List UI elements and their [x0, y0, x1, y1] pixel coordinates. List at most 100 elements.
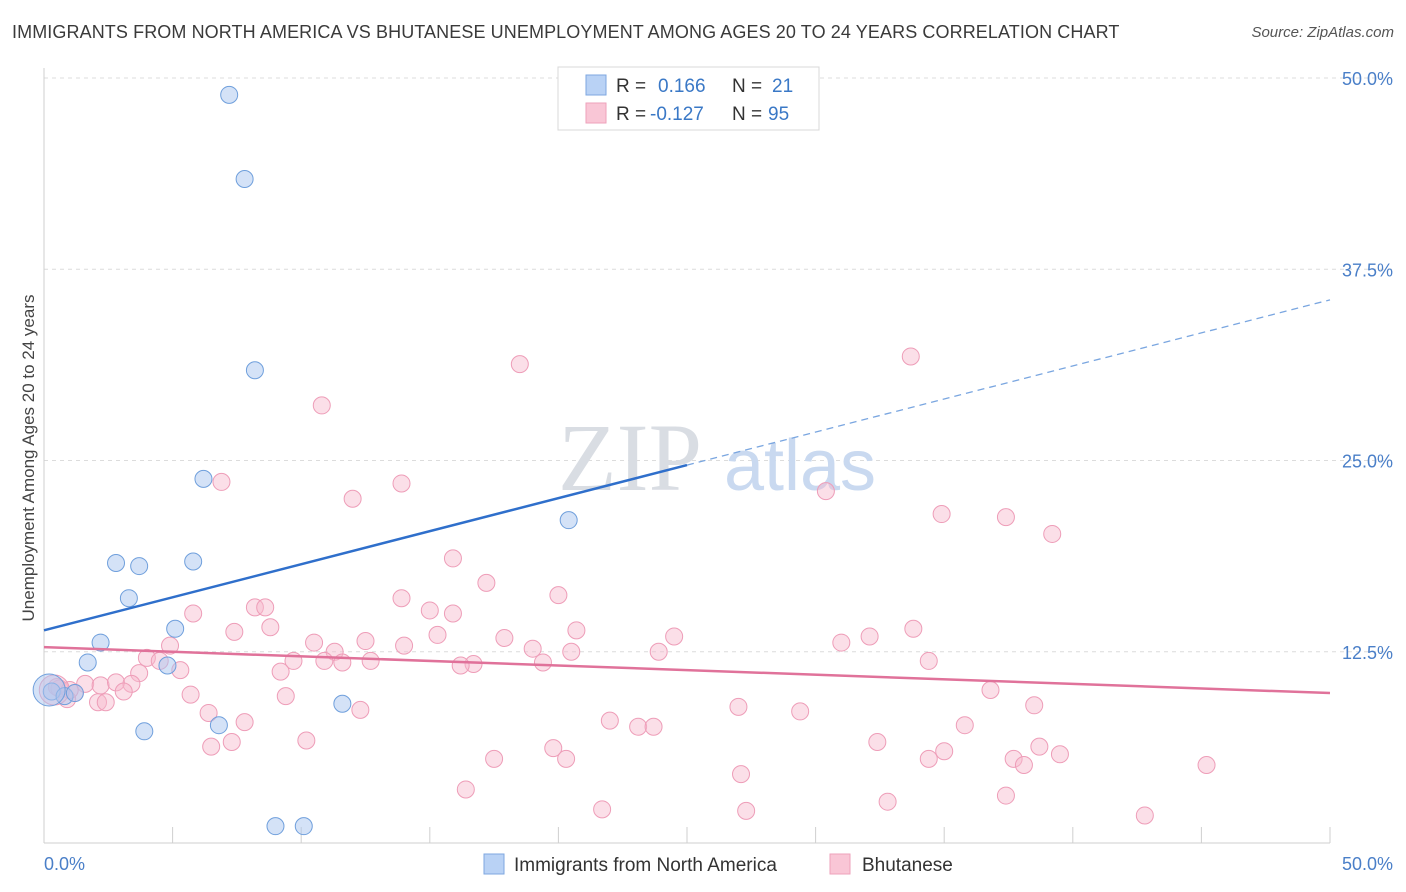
bottom-legend-swatch-bhutanese — [829, 853, 851, 875]
north-america-point-15 — [65, 684, 84, 703]
north-america-point-16 — [135, 722, 154, 741]
trend-lines — [43, 299, 1331, 695]
bhutanese-point-67 — [600, 711, 619, 730]
bhutanese-point-33 — [161, 636, 180, 655]
bhutanese-point-78 — [1030, 737, 1049, 756]
tick-labels: 12.5% 25.0% 37.5% 50.0% 0.0% 50.0% — [44, 69, 1393, 874]
x-tick-label-1: 50.0% — [1342, 854, 1393, 874]
bhutanese-point-1 — [901, 347, 920, 366]
north-america-point-12 — [158, 656, 177, 675]
bhutanese-point-76 — [544, 739, 563, 758]
bhutanese-point-13 — [392, 589, 411, 608]
bhutanese-point-90 — [593, 800, 612, 819]
bhutanese-point-0 — [510, 355, 529, 374]
bhutanese-point-9 — [1043, 524, 1062, 543]
bhutanese-point-71 — [955, 716, 974, 735]
bhutanese-point-44 — [533, 653, 552, 672]
bhutanese-point-21 — [567, 621, 586, 640]
bhutanese-point-65 — [791, 702, 810, 721]
bhutanese-point-92 — [1135, 806, 1154, 825]
bhutanese-point-62 — [199, 703, 218, 722]
bhutanese-point-82 — [919, 749, 938, 768]
x-tick-label-0: 0.0% — [44, 854, 85, 874]
bhutanese-point-31 — [523, 639, 542, 658]
north-america-point-8 — [119, 589, 138, 608]
legend-swatch-bhutanese — [585, 102, 607, 124]
bhutanese-point-60 — [276, 687, 295, 706]
bhutanese-point-83 — [1004, 749, 1023, 768]
bhutanese-point-45 — [919, 651, 938, 670]
bhutanese-point-75 — [868, 733, 887, 752]
bhutanese-point-29 — [395, 636, 414, 655]
y-axis-label: Unemployment Among Ages 20 to 24 years — [19, 295, 38, 622]
bhutanese-point-14 — [420, 601, 439, 620]
bhutanese-point-70 — [644, 717, 663, 736]
bhutanese-point-64 — [729, 697, 748, 716]
north-america-point-19 — [266, 817, 285, 836]
watermark-zip: ZIP — [558, 404, 702, 511]
legend: R = 0.166 N = 21 R = -0.127 N = 95 — [557, 66, 820, 131]
bhutanese-point-34 — [649, 642, 668, 661]
legend-r-label-2: R = — [616, 104, 646, 125]
bottom-legend: Immigrants from North America Bhutanese — [483, 853, 953, 876]
bhutanese-point-79 — [1050, 745, 1069, 764]
legend-r-value-2: -0.127 — [650, 104, 704, 125]
bhutanese-point-72 — [222, 733, 241, 752]
bhutanese-point-80 — [485, 749, 504, 768]
chart-title: IMMIGRANTS FROM NORTH AMERICA VS BHUTANE… — [12, 22, 1120, 42]
bhutanese-point-10 — [443, 549, 462, 568]
bhutanese-point-24 — [665, 627, 684, 646]
north-america-point-7 — [184, 552, 203, 571]
bhutanese-point-26 — [860, 627, 879, 646]
bhutanese-point-57 — [89, 693, 108, 712]
legend-r-label-1: R = — [616, 76, 646, 97]
bhutanese-point-27 — [832, 633, 851, 652]
grid-lines — [44, 77, 1394, 653]
north-america-point-large — [32, 673, 66, 707]
bhutanese-point-73 — [202, 737, 221, 756]
north-america-point-2 — [245, 361, 264, 380]
watermark-atlas: atlas — [724, 426, 876, 506]
bhutanese-point-12 — [549, 586, 568, 605]
north-america-point-6 — [130, 557, 149, 576]
trend-line-north-america-extension — [686, 299, 1331, 466]
trend-line-bhutanese — [43, 645, 1331, 695]
bhutanese-point-43 — [451, 656, 470, 675]
source-credit: Source: ZipAtlas.com — [1251, 24, 1394, 41]
y-tick-label-1: 25.0% — [1342, 452, 1393, 472]
bhutanese-point-84 — [1014, 755, 1033, 774]
north-america-point-5 — [107, 554, 126, 573]
bhutanese-point-4 — [392, 474, 411, 493]
bhutanese-point-18 — [184, 604, 203, 623]
y-tick-label-0: 12.5% — [1342, 643, 1393, 663]
north-america-point-18 — [333, 694, 352, 713]
bhutanese-point-81 — [557, 749, 576, 768]
bhutanese-point-88 — [878, 792, 897, 811]
bhutanese-point-85 — [1197, 755, 1216, 774]
bhutanese-point-77 — [935, 742, 954, 761]
bottom-legend-bhutanese: Bhutanese — [862, 855, 953, 876]
bhutanese-point-22 — [428, 625, 447, 644]
legend-n-value-1: 21 — [772, 76, 793, 97]
north-america-point-1 — [235, 169, 254, 188]
bhutanese-point-7 — [932, 505, 951, 524]
bhutanese-point-74 — [297, 731, 316, 750]
bhutanese-point-86 — [732, 765, 751, 784]
bhutanese-point-87 — [456, 780, 475, 799]
north-america-point-3 — [194, 469, 213, 488]
legend-n-value-2: 95 — [768, 104, 789, 125]
bhutanese-point-69 — [629, 717, 648, 736]
bhutanese-point-16 — [245, 598, 264, 617]
bhutanese-point-19 — [261, 618, 280, 637]
bhutanese-point-41 — [361, 651, 380, 670]
bhutanese-point-51 — [107, 673, 126, 692]
bhutanese-point-58 — [96, 693, 115, 712]
bhutanese-point-47 — [271, 662, 290, 681]
trend-line-north-america — [43, 463, 688, 632]
bhutanese-point-25 — [495, 628, 514, 647]
bhutanese-point-68 — [235, 713, 254, 732]
watermark: ZIP atlas — [558, 404, 876, 511]
bhutanese-point-20 — [225, 622, 244, 641]
bhutanese-point-11 — [477, 573, 496, 592]
